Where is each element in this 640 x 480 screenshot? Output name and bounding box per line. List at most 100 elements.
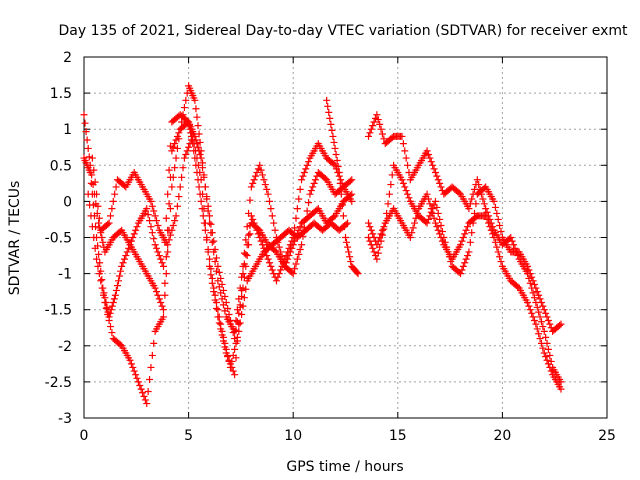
data-point xyxy=(155,295,163,303)
data-point xyxy=(302,165,310,173)
data-point xyxy=(166,142,174,150)
data-point xyxy=(111,291,119,299)
data-point xyxy=(270,219,278,227)
data-point xyxy=(150,339,158,347)
data-point xyxy=(293,230,301,238)
data-point xyxy=(165,166,173,174)
data-point xyxy=(338,201,346,209)
data-point xyxy=(327,120,335,128)
data-point xyxy=(165,236,173,244)
data-point xyxy=(387,181,395,189)
data-point xyxy=(440,234,448,241)
data-point xyxy=(115,277,123,285)
data-point xyxy=(91,178,99,186)
data-point xyxy=(242,250,250,258)
data-point xyxy=(530,294,538,302)
data-point xyxy=(112,286,120,294)
data-point xyxy=(275,270,283,278)
data-point xyxy=(366,129,374,137)
data-point xyxy=(544,317,552,325)
data-point xyxy=(529,289,537,297)
data-point xyxy=(130,230,138,238)
data-point xyxy=(175,135,183,143)
data-point xyxy=(490,234,498,241)
data-point xyxy=(543,313,551,321)
data-point xyxy=(129,234,137,241)
data-point xyxy=(542,353,550,361)
data-point xyxy=(303,207,311,215)
data-point xyxy=(486,223,494,231)
data-point xyxy=(444,248,452,256)
data-point xyxy=(250,176,258,184)
data-point xyxy=(206,255,214,263)
y-tick-label: -2 xyxy=(58,339,72,355)
data-point xyxy=(540,327,548,335)
data-point xyxy=(127,237,135,245)
data-point xyxy=(536,335,544,343)
data-point xyxy=(264,255,272,263)
data-point xyxy=(196,169,204,177)
data-point xyxy=(339,212,347,220)
data-point xyxy=(250,219,258,227)
data-point xyxy=(441,238,449,246)
data-point xyxy=(261,248,269,256)
data-point xyxy=(299,172,307,180)
data-point xyxy=(118,262,126,270)
data-point xyxy=(380,135,388,143)
data-point xyxy=(111,190,119,198)
y-tick-label: -3 xyxy=(58,411,72,427)
data-point xyxy=(277,248,285,256)
data-point xyxy=(168,226,176,234)
data-point xyxy=(525,266,533,274)
data-point xyxy=(147,223,155,231)
data-point xyxy=(332,150,340,158)
data-point xyxy=(447,258,455,266)
data-point xyxy=(88,154,96,162)
data-point xyxy=(130,367,138,375)
data-point xyxy=(281,255,289,263)
data-point xyxy=(263,252,271,260)
data-point xyxy=(275,243,283,251)
data-point xyxy=(256,161,264,169)
data-point xyxy=(197,176,205,184)
data-point xyxy=(208,238,216,246)
data-point xyxy=(95,270,103,278)
data-point xyxy=(334,163,342,171)
data-point xyxy=(176,183,184,191)
data-point xyxy=(84,144,92,152)
data-point xyxy=(253,226,261,234)
data-point xyxy=(168,147,176,155)
data-point xyxy=(183,147,191,155)
data-point xyxy=(533,325,541,333)
data-point xyxy=(90,234,98,241)
data-point xyxy=(175,129,183,137)
data-point xyxy=(110,295,118,303)
x-tick-label: 5 xyxy=(184,428,193,444)
data-point xyxy=(433,223,441,231)
data-point xyxy=(105,219,113,227)
data-point xyxy=(100,291,108,299)
data-point xyxy=(98,234,106,241)
data-point xyxy=(245,231,253,239)
data-point xyxy=(430,165,438,173)
data-point xyxy=(183,117,191,125)
data-point xyxy=(377,237,385,245)
y-axis-label: SDTVAR / TECUs xyxy=(7,181,23,296)
data-point xyxy=(93,255,101,263)
data-point xyxy=(194,161,202,169)
data-point xyxy=(309,183,317,191)
x-tick-label: 0 xyxy=(80,428,89,444)
data-point xyxy=(539,344,547,352)
data-point xyxy=(365,234,373,241)
y-tick-label: -0.5 xyxy=(45,231,72,247)
data-point xyxy=(380,225,388,233)
data-point xyxy=(299,232,307,240)
data-point xyxy=(472,200,480,208)
data-point xyxy=(106,212,114,220)
data-point xyxy=(292,260,300,268)
data-point xyxy=(221,307,229,315)
data-point xyxy=(461,259,469,267)
data-point xyxy=(98,284,106,292)
data-point xyxy=(366,223,374,231)
data-point xyxy=(105,317,113,325)
